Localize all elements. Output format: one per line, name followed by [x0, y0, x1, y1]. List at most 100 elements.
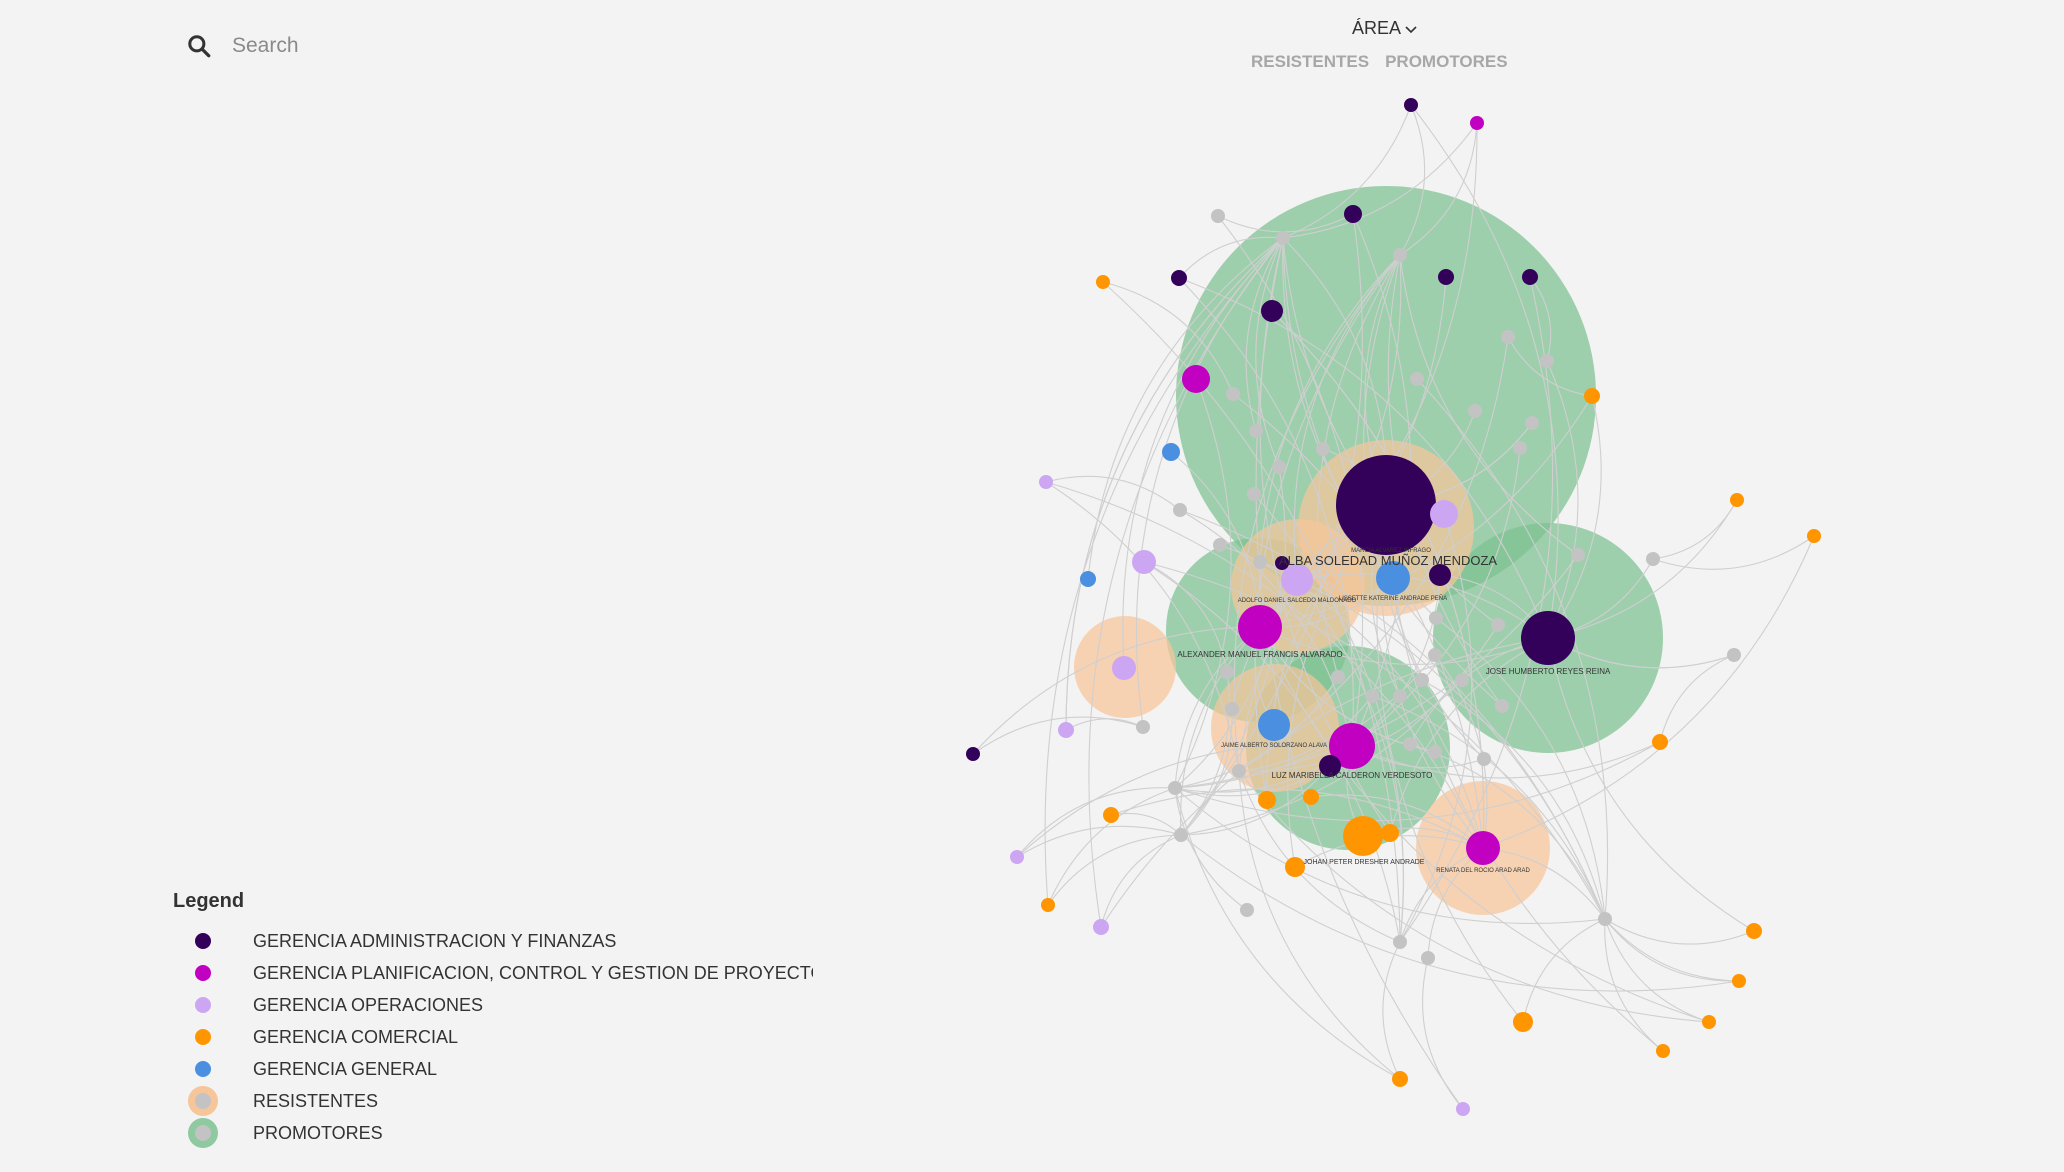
node[interactable] [1381, 824, 1399, 842]
node-unassigned[interactable] [1226, 387, 1240, 401]
node[interactable] [1096, 275, 1110, 289]
node-unassigned[interactable] [1495, 699, 1509, 713]
node[interactable] [1285, 857, 1305, 877]
node[interactable] [1182, 365, 1210, 393]
node[interactable] [1656, 1044, 1670, 1058]
node-unassigned[interactable] [1429, 611, 1443, 625]
node[interactable] [1652, 734, 1668, 750]
node-unassigned[interactable] [1174, 828, 1188, 842]
node-unassigned[interactable] [1727, 648, 1741, 662]
node[interactable] [1112, 656, 1136, 680]
node[interactable] [1010, 850, 1024, 864]
edge [1180, 765, 1331, 836]
node[interactable] [1171, 270, 1187, 286]
node-unassigned[interactable] [1393, 689, 1407, 703]
node-unassigned[interactable] [1232, 764, 1246, 778]
node[interactable] [1430, 500, 1458, 528]
node[interactable] [1319, 755, 1341, 777]
node[interactable] [1303, 789, 1319, 805]
node[interactable] [1103, 807, 1119, 823]
node-unassigned[interactable] [1173, 503, 1187, 517]
node[interactable] [1438, 269, 1454, 285]
node[interactable] [1238, 605, 1282, 649]
node[interactable] [1080, 571, 1096, 587]
node-unassigned[interactable] [1428, 745, 1442, 759]
node[interactable] [1258, 709, 1290, 741]
node[interactable] [1730, 493, 1744, 507]
node-unassigned[interactable] [1501, 330, 1515, 344]
node-unassigned[interactable] [1403, 737, 1417, 751]
node-unassigned[interactable] [1468, 404, 1482, 418]
tab-resistentes[interactable]: RESISTENTES [1251, 52, 1370, 71]
node-unassigned[interactable] [1213, 538, 1227, 552]
edge [1259, 395, 1593, 628]
node[interactable] [1456, 1102, 1470, 1116]
tab-promotores[interactable]: PROMOTORES [1385, 52, 1508, 71]
node[interactable] [1343, 816, 1383, 856]
node[interactable] [1329, 723, 1375, 769]
node-unassigned[interactable] [1410, 372, 1424, 386]
node-unassigned[interactable] [1428, 648, 1442, 662]
node[interactable] [1039, 475, 1053, 489]
node[interactable] [1521, 611, 1575, 665]
node[interactable] [1162, 443, 1180, 461]
node-unassigned[interactable] [1415, 673, 1429, 687]
node[interactable] [1513, 1012, 1533, 1032]
node-unassigned[interactable] [1477, 752, 1491, 766]
node[interactable] [1258, 791, 1276, 809]
node-unassigned[interactable] [1240, 903, 1254, 917]
node-unassigned[interactable] [1513, 441, 1527, 455]
node-unassigned[interactable] [1249, 424, 1263, 438]
node[interactable] [966, 747, 980, 761]
node-unassigned[interactable] [1247, 487, 1261, 501]
node-unassigned[interactable] [1393, 248, 1407, 262]
node-unassigned[interactable] [1455, 673, 1469, 687]
node-unassigned[interactable] [1276, 231, 1290, 245]
node-unassigned[interactable] [1571, 548, 1585, 562]
node[interactable] [1376, 561, 1410, 595]
node[interactable] [1336, 455, 1436, 555]
node[interactable] [1093, 919, 1109, 935]
node[interactable] [1275, 556, 1289, 570]
area-dropdown[interactable]: ÁREA [1352, 18, 1417, 39]
edge [1547, 499, 1738, 639]
node[interactable] [1584, 388, 1600, 404]
node[interactable] [1470, 116, 1484, 130]
node-unassigned[interactable] [1136, 720, 1150, 734]
node[interactable] [1344, 205, 1362, 223]
node-unassigned[interactable] [1540, 354, 1554, 368]
node[interactable] [1522, 269, 1538, 285]
node-unassigned[interactable] [1365, 689, 1379, 703]
search-icon[interactable] [186, 33, 212, 59]
node[interactable] [1058, 722, 1074, 738]
node[interactable] [1702, 1015, 1716, 1029]
node-unassigned[interactable] [1220, 665, 1234, 679]
node[interactable] [1392, 1071, 1408, 1087]
node[interactable] [1807, 529, 1821, 543]
node[interactable] [1404, 98, 1418, 112]
node-unassigned[interactable] [1525, 416, 1539, 430]
node[interactable] [1132, 550, 1156, 574]
node-unassigned[interactable] [1225, 702, 1239, 716]
node-unassigned[interactable] [1393, 935, 1407, 949]
node[interactable] [1466, 831, 1500, 865]
node-unassigned[interactable] [1598, 912, 1612, 926]
node-unassigned[interactable] [1253, 555, 1267, 569]
edge [1351, 447, 1521, 747]
search-input[interactable] [230, 33, 734, 59]
node[interactable] [1041, 898, 1055, 912]
node-unassigned[interactable] [1168, 781, 1182, 795]
node-unassigned[interactable] [1491, 618, 1505, 632]
node-unassigned[interactable] [1331, 670, 1345, 684]
node[interactable] [1429, 564, 1451, 586]
node[interactable] [1746, 923, 1762, 939]
node-unassigned[interactable] [1272, 460, 1286, 474]
node[interactable] [1281, 564, 1313, 596]
node-unassigned[interactable] [1646, 552, 1660, 566]
node-unassigned[interactable] [1421, 951, 1435, 965]
node[interactable] [1261, 300, 1283, 322]
node-unassigned[interactable] [1316, 442, 1330, 456]
node-unassigned[interactable] [1211, 209, 1225, 223]
node[interactable] [1732, 974, 1746, 988]
